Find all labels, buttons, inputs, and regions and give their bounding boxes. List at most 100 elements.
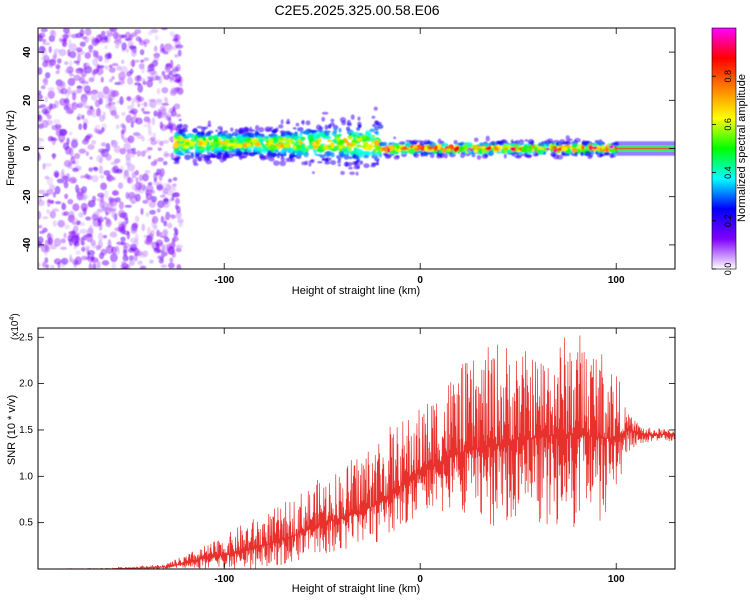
spectral-blob — [151, 70, 158, 78]
spectral-blob — [551, 153, 556, 158]
spectral-blob — [230, 127, 234, 132]
spectral-blob — [127, 135, 135, 144]
spectral-blob — [115, 124, 120, 130]
spectral-blob — [46, 176, 54, 186]
spectral-blob — [271, 129, 277, 135]
spectral-blob — [162, 229, 168, 237]
spectral-blob — [72, 167, 79, 173]
spectral-blob — [123, 142, 131, 152]
spectral-blob — [38, 152, 41, 161]
spectral-blob — [108, 101, 116, 106]
spectral-blob — [376, 159, 380, 166]
spectral-blob — [143, 123, 151, 128]
spectral-blob — [75, 47, 83, 53]
spectral-blob — [215, 129, 219, 132]
spectral-blob — [207, 120, 211, 127]
spectral-blob — [479, 143, 486, 147]
spectral-blob — [241, 153, 248, 159]
spectral-blob — [253, 151, 258, 155]
spectral-blob — [109, 105, 117, 115]
spectral-blob — [484, 144, 489, 148]
spectral-blob — [146, 146, 153, 151]
spectral-blob — [236, 143, 243, 149]
spectral-blob — [345, 126, 351, 132]
spectral-blob — [493, 146, 499, 151]
spectral-blob — [65, 109, 74, 115]
spectral-blob — [44, 257, 49, 264]
spectral-blob — [165, 63, 171, 68]
spectral-blob — [140, 207, 144, 216]
spectral-blob — [304, 160, 309, 166]
spectral-blob — [138, 174, 144, 182]
spectral-blob — [157, 147, 162, 151]
spectral-blob — [539, 149, 544, 155]
spectral-blob — [106, 217, 111, 225]
spectral-blob — [609, 153, 614, 159]
spectral-blob — [280, 119, 284, 125]
spectrogram-ticks: -100 0 100 -40 -20 0 20 40 — [22, 28, 675, 286]
spectral-blob — [228, 149, 233, 155]
spectral-blob — [38, 224, 43, 229]
spectral-blob — [143, 57, 149, 62]
spectral-blob — [84, 28, 92, 36]
spectral-blob — [105, 151, 110, 160]
spectral-blob — [38, 34, 43, 42]
snr-scale-factor: (x104) — [9, 313, 21, 340]
spectral-blob — [370, 164, 376, 168]
spectral-blob — [64, 224, 70, 230]
spectral-blob — [69, 254, 73, 263]
spectral-blob — [38, 93, 44, 101]
spectral-blob — [91, 70, 97, 76]
spectral-blob — [427, 151, 435, 155]
spectral-blob — [80, 202, 88, 212]
spectral-blob — [313, 136, 319, 140]
spectral-blob — [297, 127, 304, 132]
spectral-blob — [437, 138, 442, 145]
spectral-blob — [156, 184, 164, 191]
spectral-blob — [49, 184, 56, 191]
spectral-blob — [155, 99, 163, 105]
spectral-blob — [142, 80, 147, 86]
spectral-blob — [57, 58, 62, 64]
spectral-blob — [47, 87, 55, 92]
spectral-blob — [78, 211, 84, 218]
spectral-blob — [131, 222, 139, 229]
spectrogram-ylabel: Frequency (Hz) — [5, 110, 17, 186]
spectral-blob — [72, 160, 76, 165]
spectral-blob — [56, 83, 61, 92]
spectral-blob — [64, 193, 69, 199]
spectral-blob — [139, 49, 145, 56]
spectral-blob — [115, 168, 123, 174]
spectral-blob — [173, 161, 180, 165]
spectral-blob — [217, 125, 223, 130]
y-tick-label: 0.5 — [19, 518, 33, 529]
spectral-blob — [122, 242, 130, 249]
spectral-blob — [122, 172, 130, 180]
spectral-blob — [107, 239, 112, 248]
spectral-blob — [153, 45, 158, 52]
spectral-blob — [273, 160, 280, 166]
spectral-blob — [440, 152, 445, 159]
spectral-blob — [246, 143, 251, 147]
spectral-blob — [300, 146, 306, 152]
spectral-blob — [134, 29, 142, 35]
spectral-blob — [118, 201, 124, 210]
spectral-blob — [166, 222, 173, 229]
spectral-blob — [142, 199, 149, 204]
spectral-blob — [90, 257, 99, 263]
spectral-blob — [358, 124, 362, 129]
spectral-blob — [54, 186, 61, 195]
spectral-blob — [98, 41, 106, 45]
spectral-blob — [279, 160, 286, 167]
spectral-blob — [70, 33, 79, 39]
spectral-blob — [92, 263, 97, 269]
spectral-blob — [113, 247, 121, 255]
spectral-blob — [151, 215, 159, 224]
spectral-blob — [220, 133, 226, 137]
spectral-blob — [122, 254, 129, 262]
spectral-blob — [63, 159, 72, 168]
spectral-blob — [321, 157, 329, 161]
spectral-blob — [206, 150, 210, 155]
spectral-blob — [175, 204, 179, 210]
spectral-blob — [286, 132, 294, 136]
